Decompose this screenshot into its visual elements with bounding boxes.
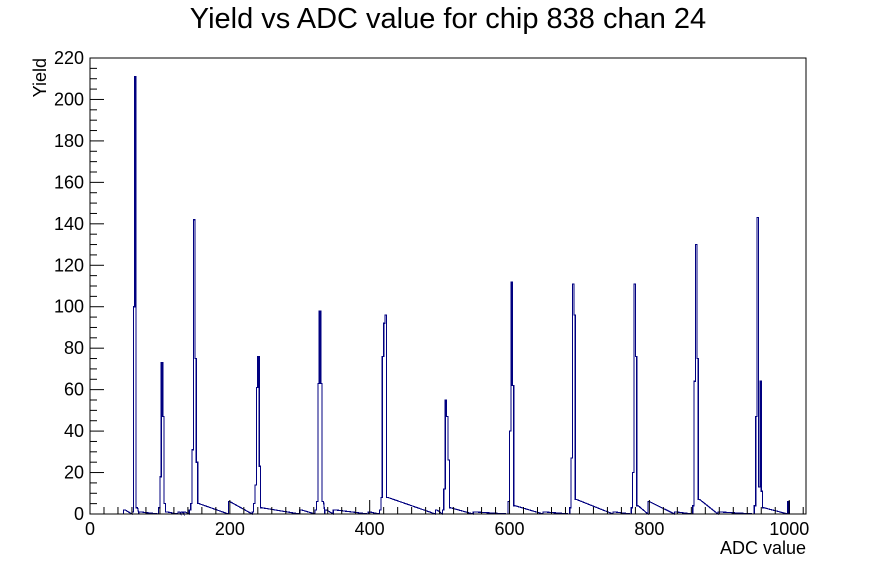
x-tick-label: 800	[634, 519, 664, 539]
histogram-bin	[763, 508, 764, 514]
y-tick-label: 160	[54, 172, 84, 192]
y-tick-label: 80	[64, 338, 84, 358]
y-tick-label: 0	[74, 504, 84, 524]
histogram-bars	[90, 76, 806, 516]
histogram-bin	[514, 506, 515, 514]
histogram-bin	[758, 487, 759, 514]
y-tick-label: 200	[54, 89, 84, 109]
y-tick-label: 180	[54, 131, 84, 151]
x-tick-label: 1000	[769, 519, 809, 539]
plot-frame	[89, 57, 807, 515]
x-tick-label: 400	[355, 519, 385, 539]
chart-title: Yield vs ADC value for chip 838 chan 24	[190, 3, 706, 35]
y-tick-label: 20	[64, 463, 84, 483]
histogram-bin	[575, 499, 576, 514]
histogram-bin	[449, 508, 450, 514]
y-tick-label: 40	[64, 421, 84, 441]
y-tick-label: 100	[54, 297, 84, 317]
histogram-bin	[198, 504, 199, 514]
axis-ticks: 0 200 400 600 800 1000 0 20 40 60 80 100 120 140 160 18…	[54, 48, 809, 539]
x-axis-title: ADC value	[720, 538, 806, 558]
y-tick-label: 120	[54, 255, 84, 275]
y-tick-label: 140	[54, 214, 84, 234]
x-tick-label: 0	[85, 519, 95, 539]
x-tick-label: 200	[215, 519, 245, 539]
histogram-bin	[386, 497, 387, 514]
histogram-bin	[637, 506, 638, 514]
y-axis-title: Yield	[30, 58, 50, 97]
y-tick-label: 60	[64, 380, 84, 400]
y-tick-label: 220	[54, 48, 84, 68]
x-tick-label: 600	[495, 519, 525, 539]
histogram-bin	[698, 499, 699, 514]
histogram-outline	[90, 76, 806, 516]
histogram-bin	[261, 508, 262, 514]
